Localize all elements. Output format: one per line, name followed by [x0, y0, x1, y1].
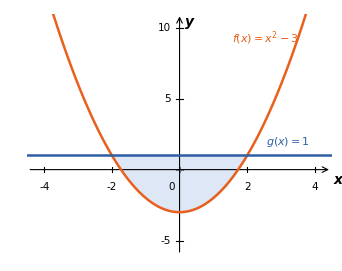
Text: -4: -4 — [39, 182, 50, 192]
Text: $f(x) = x^2 - 3$: $f(x) = x^2 - 3$ — [232, 29, 299, 47]
Text: 0: 0 — [169, 182, 175, 192]
Text: 2: 2 — [244, 182, 250, 192]
Text: $g(x) = 1$: $g(x) = 1$ — [266, 136, 310, 150]
Text: 4: 4 — [312, 182, 318, 192]
Text: x: x — [333, 173, 342, 186]
Text: -2: -2 — [107, 182, 117, 192]
Text: y: y — [185, 15, 194, 29]
Text: 10: 10 — [158, 23, 171, 33]
Text: -5: -5 — [161, 235, 171, 246]
Text: 5: 5 — [165, 94, 171, 104]
